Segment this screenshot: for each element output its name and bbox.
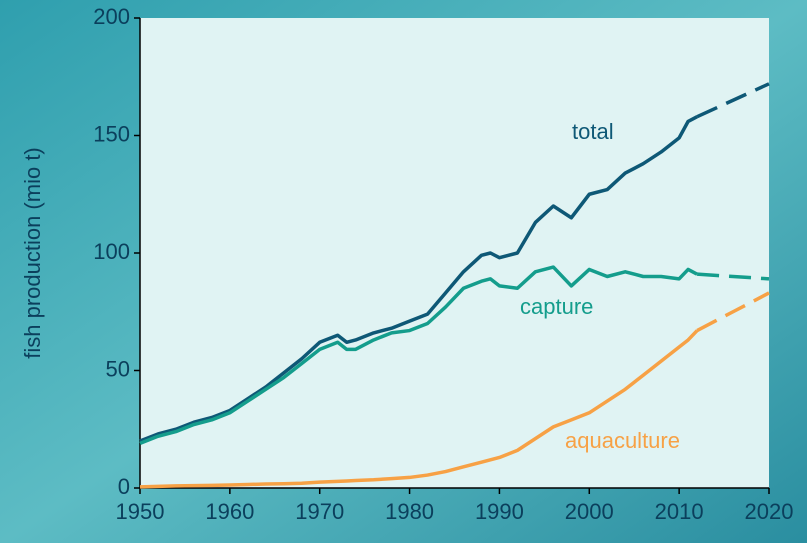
projection-line (696, 272, 770, 281)
projection-line (696, 82, 770, 119)
y-tick-label: 100 (93, 239, 130, 264)
x-tick-label: 1960 (205, 499, 254, 524)
series-line (139, 329, 699, 489)
x-tick-label: 1950 (116, 499, 165, 524)
y-tick-label: 200 (93, 4, 130, 29)
projection-line (696, 291, 770, 333)
y-axis-label: fish production (mio t) (20, 147, 45, 359)
x-tick-label: 2000 (565, 499, 614, 524)
plot-area (140, 18, 769, 488)
x-tick-label: 2010 (655, 499, 704, 524)
x-tick-label: 1990 (475, 499, 524, 524)
x-tick-label: 2020 (745, 499, 794, 524)
y-tick-label: 0 (118, 474, 130, 499)
series-line (139, 265, 698, 445)
x-tick-label: 1980 (385, 499, 434, 524)
y-tick-label: 150 (93, 121, 130, 146)
series-label: capture (520, 294, 593, 319)
series-line (139, 115, 698, 443)
series-label: aquaculture (565, 428, 680, 453)
x-tick-label: 1970 (295, 499, 344, 524)
series-label: total (572, 119, 614, 144)
y-tick-label: 50 (106, 356, 130, 381)
